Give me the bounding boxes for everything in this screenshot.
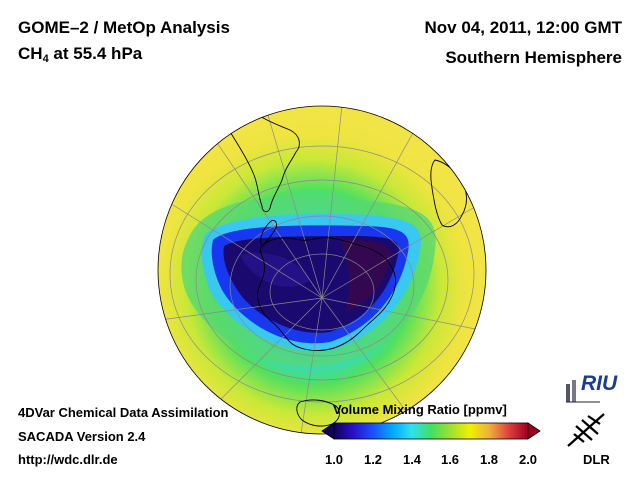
vortex-core-inner — [340, 240, 391, 312]
colorbar-tick: 1.4 — [402, 452, 422, 467]
title-line2: CH4 at 55.4 hPa — [18, 44, 142, 65]
title-species: CH — [18, 44, 43, 63]
footer-line2: SACADA Version 2.4 — [18, 429, 146, 444]
colorbar-tick: 1.8 — [479, 452, 499, 467]
colorbar-tick: 1.0 — [324, 452, 344, 467]
riu-logo-text: RIU — [581, 372, 618, 395]
colorbar-title: Volume Mixing Ratio [ppmv] — [333, 402, 507, 417]
hemisphere-label: Southern Hemisphere — [445, 48, 622, 67]
colorbar-tick: 2.0 — [518, 452, 538, 467]
footer-line1: 4DVar Chemical Data Assimilation — [18, 405, 229, 420]
title-line1: GOME–2 / MetOp Analysis — [18, 18, 230, 37]
globe-outline — [157, 105, 487, 435]
colorbar-gradient — [333, 422, 529, 440]
colorbar-left-arrow — [321, 422, 335, 440]
colorbar-tick: 1.2 — [363, 452, 383, 467]
riu-logo-mark — [566, 380, 600, 403]
dlr-logo-mark — [567, 413, 605, 447]
south-america — [213, 106, 300, 213]
colorbar-tick: 1.6 — [440, 452, 460, 467]
graticule — [159, 106, 481, 434]
title-subscript: 4 — [42, 53, 49, 65]
date-label: Nov 04, 2011, 12:00 GMT — [424, 18, 623, 37]
footer-link[interactable]: http://wdc.dlr.de — [18, 452, 118, 467]
title-level: at 55.4 hPa — [48, 44, 143, 63]
colorbar — [321, 422, 541, 440]
antarctic-peninsula — [260, 219, 277, 247]
vortex-core-left — [240, 252, 310, 287]
antarctica — [257, 237, 397, 351]
colorbar-right-arrow — [527, 422, 541, 440]
dlr-logo-text: DLR — [583, 452, 610, 467]
